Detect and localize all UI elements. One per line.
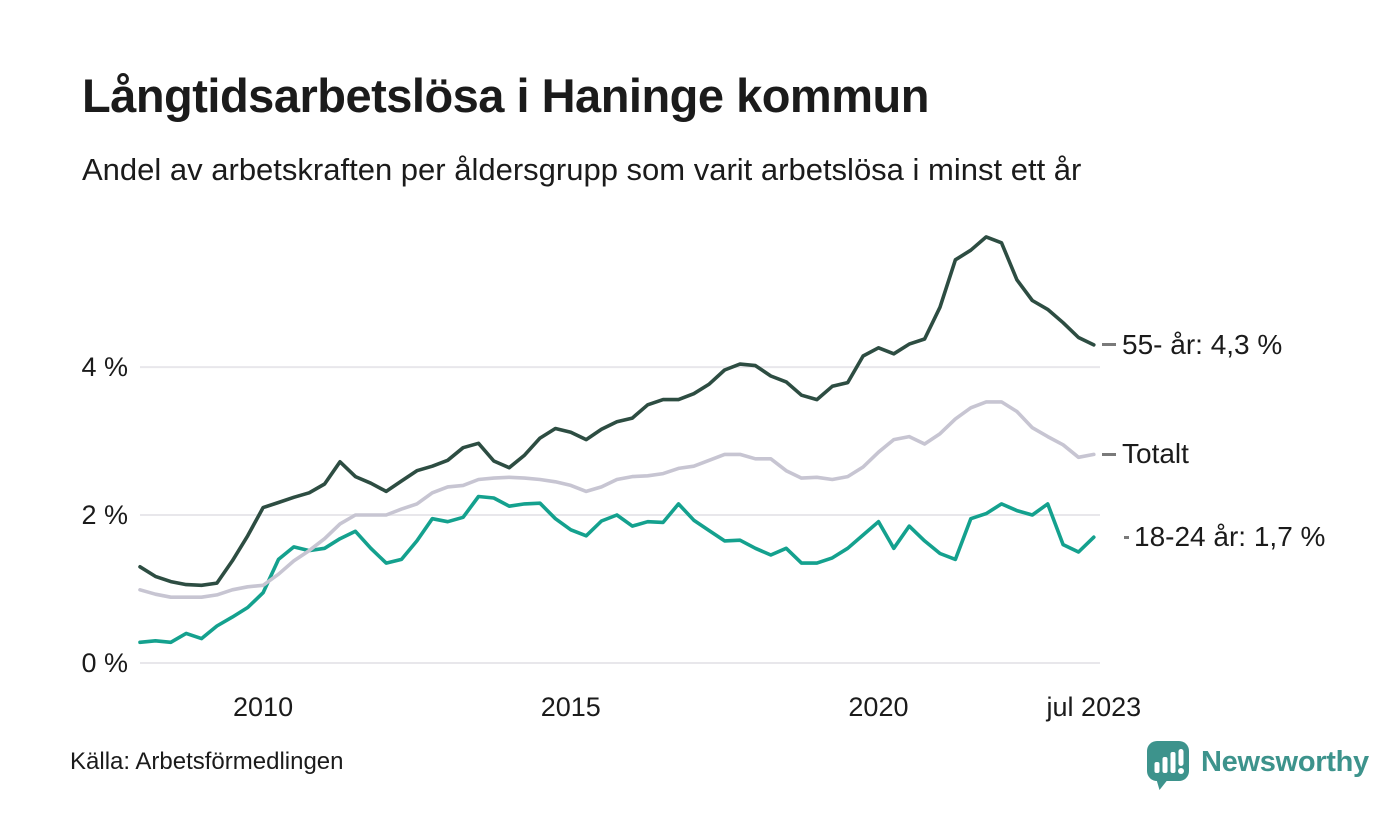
x-tick-2020: 2020: [848, 692, 909, 722]
y-tick-4: 4 %: [81, 352, 128, 383]
x-tick-2015: 2015: [540, 692, 601, 722]
series-label-text-totalt: Totalt: [1122, 438, 1189, 470]
x-tick-jul-2023: jul 2023: [1046, 692, 1142, 722]
chart-title: Långtidsarbetslösa i Haninge kommun: [82, 69, 929, 122]
series-label-text-55-ar: 55- år: 4,3 %: [1122, 328, 1283, 360]
series-label-text-18-24-ar: 18-24 år: 1,7 %: [1134, 521, 1326, 553]
newsworthy-wordmark: Newsworthy: [1201, 746, 1369, 778]
series-label-tick-55-ar: [1102, 343, 1116, 347]
bar-chart-bar-1: [1154, 762, 1160, 773]
y-tick-0: 0 %: [81, 648, 128, 678]
series-label-tick-18-24-ar: [1124, 535, 1129, 539]
exclamation-dot: [1178, 768, 1184, 774]
bar-chart-bar-2: [1162, 757, 1168, 773]
newsworthy-logo: Newsworthy: [1146, 740, 1369, 790]
series-line-18-24-ar: [138, 494, 1096, 645]
x-tick-2010: 2010: [233, 692, 294, 722]
line-chart: [138, 235, 1100, 664]
series-line-totalt: [138, 400, 1096, 600]
speech-bubble-tail: [1156, 778, 1169, 790]
chart-subtitle: Andel av arbetskraften per åldersgrupp s…: [82, 152, 1082, 187]
bar-chart-bar-3: [1170, 752, 1176, 773]
series-label-18-24-ar: 18-24 år: 1,7 %: [1102, 520, 1325, 554]
series-label-55-ar: 55- år: 4,3 %: [1102, 328, 1282, 362]
newsworthy-logo-icon: [1147, 741, 1189, 790]
exclamation-bar: [1178, 749, 1184, 766]
plot-area: [138, 228, 1100, 664]
source-caption: Källa: Arbetsförmedlingen: [70, 748, 344, 775]
series-label-tick-totalt: [1102, 452, 1116, 456]
y-tick-2: 2 %: [81, 500, 128, 531]
series-label-totalt: Totalt: [1102, 437, 1189, 471]
series-line-55-ar: [138, 235, 1096, 588]
